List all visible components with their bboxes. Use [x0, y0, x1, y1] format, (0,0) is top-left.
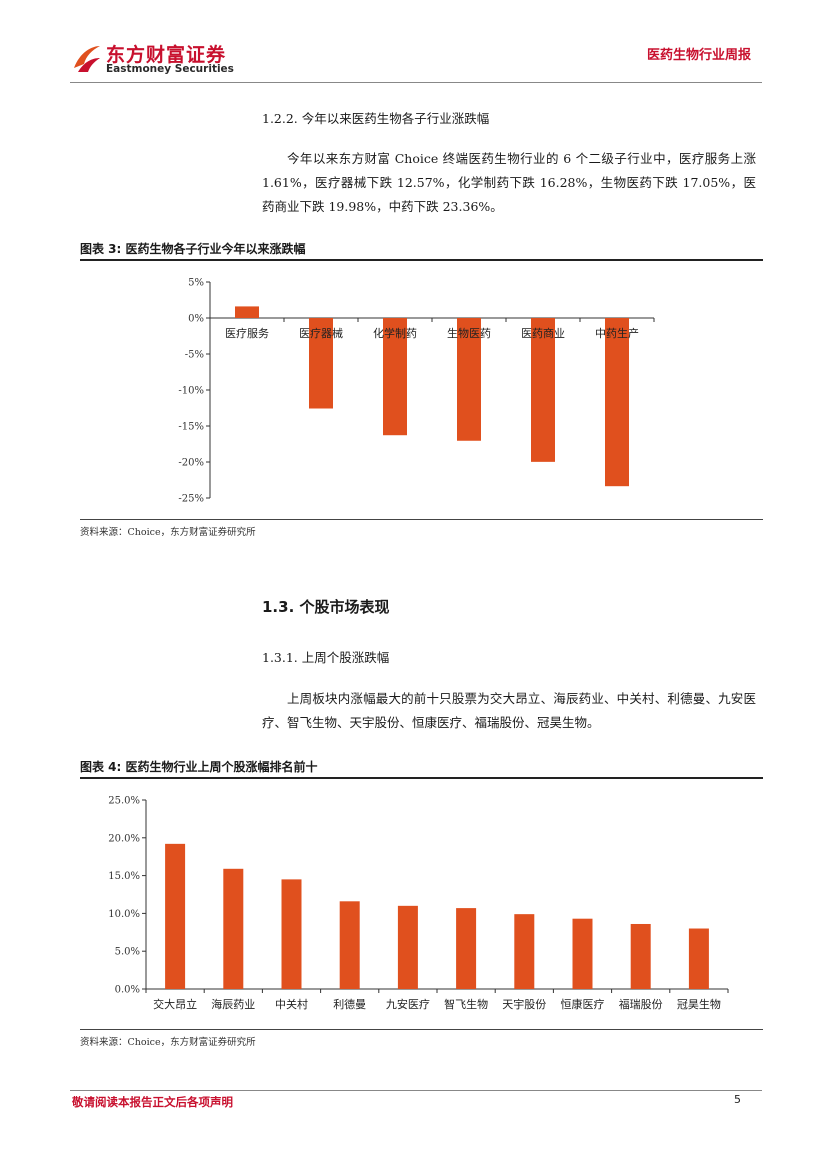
y-tick-label: 10.0% [108, 909, 140, 920]
section-paragraph-1-2-2: 今年以来东方财富 Choice 终端医药生物行业的 6 个二级子行业中，医疗服务… [262, 151, 756, 214]
figure-4-top-rule [80, 777, 763, 779]
x-tick-label: 医疗服务 [225, 326, 269, 340]
bar [383, 318, 407, 436]
bar [605, 318, 629, 487]
x-tick-label: 中药生产 [595, 326, 639, 340]
bar [456, 908, 477, 989]
logo-mark-icon [74, 46, 100, 72]
y-tick-label: 5% [188, 278, 204, 289]
y-tick-label: -20% [178, 458, 204, 469]
header-divider [70, 82, 762, 83]
x-tick-label: 海辰药业 [211, 997, 255, 1011]
logo-text-en: Eastmoney Securities [106, 63, 234, 75]
bar [397, 905, 418, 989]
figure-3-title: 图表 3: 医药生物各子行业今年以来涨跌幅 [80, 242, 306, 256]
y-tick-label: 20.0% [108, 833, 140, 844]
bar [281, 879, 302, 989]
figure-4-chart: 25.0% 20.0% 15.0% 10.0% 5.0% 0.0% 交大昂立 海辰药业 中关村 利… [108, 796, 729, 1011]
bar [514, 914, 535, 989]
logo-text-cn: 东方财富证券 [106, 44, 227, 66]
figure-3-bottom-rule [80, 519, 763, 520]
x-tick-label: 医药商业 [521, 326, 565, 340]
y-tick-label: -5% [185, 350, 204, 361]
footer-divider [70, 1090, 762, 1091]
x-tick-label: 冠昊生物 [677, 997, 721, 1011]
x-tick-label: 医疗器械 [299, 326, 343, 340]
y-tick-label: 5.0% [115, 947, 140, 958]
y-tick-label: -25% [178, 494, 204, 505]
logo: 东方财富证券 Eastmoney Securities [70, 40, 240, 80]
y-tick-label: 25.0% [108, 796, 140, 807]
x-tick-label: 天宇股份 [502, 998, 546, 1011]
x-tick-label: 生物医药 [447, 326, 491, 340]
bar [630, 923, 651, 989]
bar [572, 918, 593, 989]
section-heading-1-2-2: 1.2.2. 今年以来医药生物各子行业涨跌幅 [262, 111, 490, 126]
x-tick-label: 交大昂立 [153, 997, 197, 1011]
figure-3-top-rule [80, 259, 763, 261]
x-tick-label: 化学制药 [373, 326, 417, 340]
y-tick-label: 15.0% [108, 871, 140, 882]
y-tick-label: 0% [188, 314, 204, 325]
bar [235, 306, 259, 318]
x-tick-label: 利德曼 [333, 997, 366, 1011]
x-tick-label: 中关村 [275, 997, 308, 1011]
y-tick-label: 0.0% [115, 985, 140, 996]
bar [339, 901, 360, 989]
figure-4-title: 图表 4: 医药生物行业上周个股涨幅排名前十 [80, 760, 318, 774]
x-tick-label: 智飞生物 [444, 997, 488, 1011]
section-heading-1-3-1: 1.3.1. 上周个股涨跌幅 [262, 650, 390, 665]
figure-4-source: 资料来源：Choice，东方财富证券研究所 [80, 1037, 256, 1048]
section-paragraph-1-3-1: 上周板块内涨幅最大的前十只股票为交大昂立、海辰药业、中关村、利德曼、九安医疗、智… [262, 691, 756, 730]
bar [165, 843, 186, 989]
figure-3-chart: 5% 0% -5% -10% -15% -20% -25% 医疗服务 医疗器械 化学制药 生物医药 医… [178, 278, 655, 505]
x-tick-label: 九安医疗 [386, 997, 430, 1011]
figure-3-source: 资料来源：Choice，东方财富证券研究所 [80, 527, 256, 538]
bar [309, 318, 333, 409]
x-tick-label: 福瑞股份 [619, 997, 663, 1011]
page-number: 5 [734, 1093, 741, 1106]
y-tick-label: -15% [178, 422, 204, 433]
section-heading-1-3: 1.3. 个股市场表现 [262, 598, 390, 616]
bar [457, 318, 481, 441]
bar [688, 928, 709, 989]
footer-disclaimer: 敬请阅读本报告正文后各项声明 [72, 1095, 233, 1109]
y-tick-label: -10% [178, 386, 204, 397]
bar [223, 868, 244, 989]
x-tick-label: 恒康医疗 [561, 997, 605, 1011]
report-type: 医药生物行业周报 [646, 48, 751, 63]
bar [531, 318, 555, 462]
figure-4-bottom-rule [80, 1029, 763, 1030]
